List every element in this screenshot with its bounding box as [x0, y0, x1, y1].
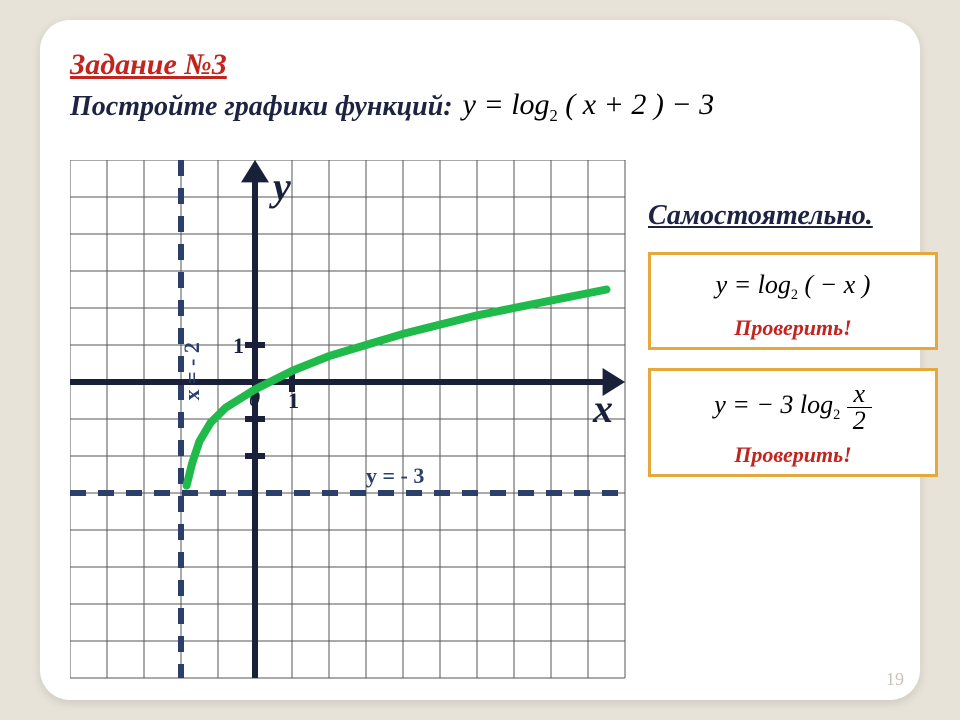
formula-1: y = log2 ( − x ) [659, 265, 927, 307]
subtitle-text: Постройте графики функций: [70, 91, 453, 123]
check-button-1[interactable]: Проверить! [659, 315, 927, 341]
main-formula: y = log2 ( x + 2 ) − 3 [463, 88, 714, 126]
svg-text:у = - 3: у = - 3 [366, 463, 424, 488]
right-column: Самостоятельно. y = log2 ( − x ) Провери… [648, 200, 938, 495]
graph-svg: 110yxх = - 2у = - 3 [70, 160, 630, 680]
formula-box-2: y = − 3 log2 x2 Проверить! [648, 368, 938, 477]
svg-text:х = - 2: х = - 2 [179, 342, 204, 400]
svg-text:y: y [269, 164, 291, 209]
formula-2: y = − 3 log2 x2 [659, 381, 927, 434]
task-title: Задание №3 [70, 48, 890, 82]
self-label: Самостоятельно. [648, 200, 938, 232]
graph-area: 110yxх = - 2у = - 3 [70, 160, 630, 680]
page-number: 19 [886, 669, 904, 690]
svg-text:1: 1 [233, 333, 244, 358]
svg-text:x: x [592, 386, 613, 431]
svg-text:1: 1 [288, 388, 299, 413]
check-button-2[interactable]: Проверить! [659, 442, 927, 468]
formula-box-1: y = log2 ( − x ) Проверить! [648, 252, 938, 350]
subtitle-row: Постройте графики функций: y = log2 ( x … [70, 88, 890, 126]
slide-card: Задание №3 Постройте графики функций: y … [40, 20, 920, 700]
